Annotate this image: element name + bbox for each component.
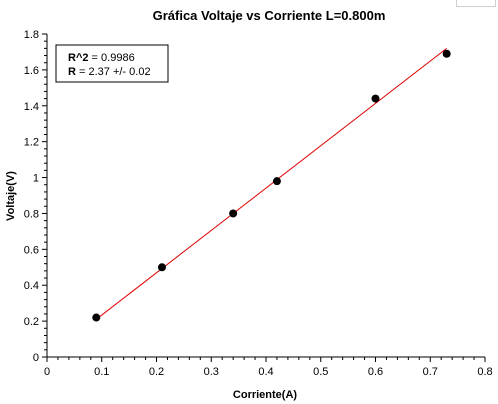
fit-line: [95, 47, 447, 320]
x-tick-label: 0.5: [313, 366, 328, 378]
y-tick-label: 1.6: [24, 65, 39, 77]
y-tick-label: 0.8: [24, 208, 39, 220]
y-axis-ticks: 0 0.2 0.4 0.6 0.8 1 1.2 1.4 1.6 1.8: [24, 29, 47, 364]
r-value: = 2.37 +/- 0.02: [76, 66, 151, 78]
r2-label: R^2: [68, 52, 89, 64]
svg-text:R^2 = 0.9986: R^2 = 0.9986: [68, 52, 135, 64]
chart-title: Gráfica Voltaje vs Corriente L=0.800m: [153, 8, 386, 23]
data-point: [229, 209, 238, 218]
data-points-layer: [92, 49, 451, 322]
fit-line-layer: [95, 47, 447, 320]
x-tick-label: 0: [44, 366, 50, 378]
fit-statistics-box: R^2 = 0.9986 R = 2.37 +/- 0.02: [55, 44, 169, 83]
svg-text:R = 2.37 +/- 0.02: R = 2.37 +/- 0.02: [68, 66, 151, 78]
y-tick-label: 0.4: [24, 280, 39, 292]
x-tick-label: 0.4: [258, 366, 273, 378]
data-point: [92, 313, 101, 322]
data-point: [371, 94, 380, 103]
r2-value: = 0.9986: [89, 52, 135, 64]
r-label: R: [68, 66, 76, 78]
y-tick-label: 0.6: [24, 244, 39, 256]
x-tick-label: 0.8: [477, 366, 492, 378]
x-tick-label: 0.6: [368, 366, 383, 378]
y-tick-label: 0: [33, 352, 39, 364]
x-tick-label: 0.3: [204, 366, 219, 378]
y-tick-label: 1.2: [24, 137, 39, 149]
data-point: [157, 263, 166, 272]
x-axis-label: Corriente(A): [233, 389, 298, 401]
y-tick-label: 1: [33, 173, 39, 185]
data-point: [272, 177, 281, 186]
x-tick-label: 0.1: [94, 366, 109, 378]
x-tick-label: 0.2: [149, 366, 164, 378]
x-axis-ticks: 0 0.1 0.2 0.3 0.4 0.5 0.6 0.7 0.8: [44, 357, 493, 378]
window-corner-frame: [456, 0, 496, 7]
data-point: [442, 49, 451, 58]
y-tick-label: 1.4: [24, 101, 39, 113]
y-tick-label: 1.8: [24, 29, 39, 41]
y-tick-label: 0.2: [24, 316, 39, 328]
x-tick-label: 0.7: [423, 366, 438, 378]
y-axis-label: Voltaje(V): [5, 171, 17, 221]
